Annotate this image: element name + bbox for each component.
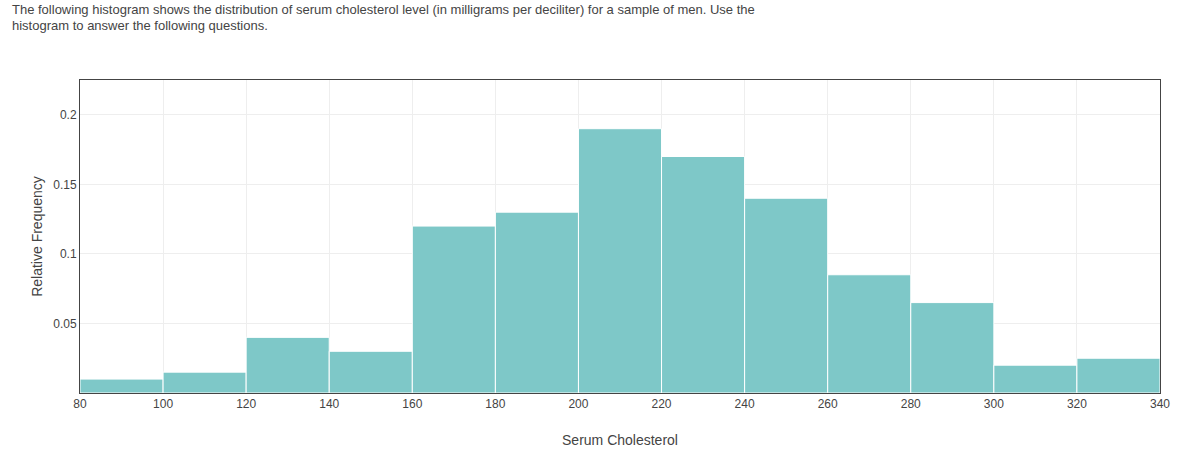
svg-text:0.15: 0.15 [53, 178, 77, 192]
svg-text:0.05: 0.05 [53, 317, 77, 331]
svg-text:280: 280 [901, 397, 921, 411]
svg-text:0.1: 0.1 [60, 247, 77, 261]
svg-text:220: 220 [652, 397, 672, 411]
svg-text:200: 200 [568, 397, 588, 411]
svg-text:120: 120 [236, 397, 256, 411]
svg-text:100: 100 [153, 397, 173, 411]
svg-text:240: 240 [735, 397, 755, 411]
svg-text:0.2: 0.2 [60, 108, 77, 122]
svg-text:180: 180 [485, 397, 505, 411]
svg-text:Relative Frequency: Relative Frequency [29, 176, 45, 297]
svg-text:300: 300 [984, 397, 1004, 411]
svg-text:The following histogram shows: The following histogram shows the distri… [12, 2, 755, 34]
svg-text:260: 260 [818, 397, 838, 411]
svg-text:140: 140 [319, 397, 339, 411]
svg-text:160: 160 [402, 397, 422, 411]
svg-text:320: 320 [1067, 397, 1087, 411]
svg-text:340: 340 [1150, 397, 1170, 411]
svg-text:Serum Cholesterol: Serum Cholesterol [562, 432, 678, 448]
svg-text:80: 80 [73, 397, 87, 411]
